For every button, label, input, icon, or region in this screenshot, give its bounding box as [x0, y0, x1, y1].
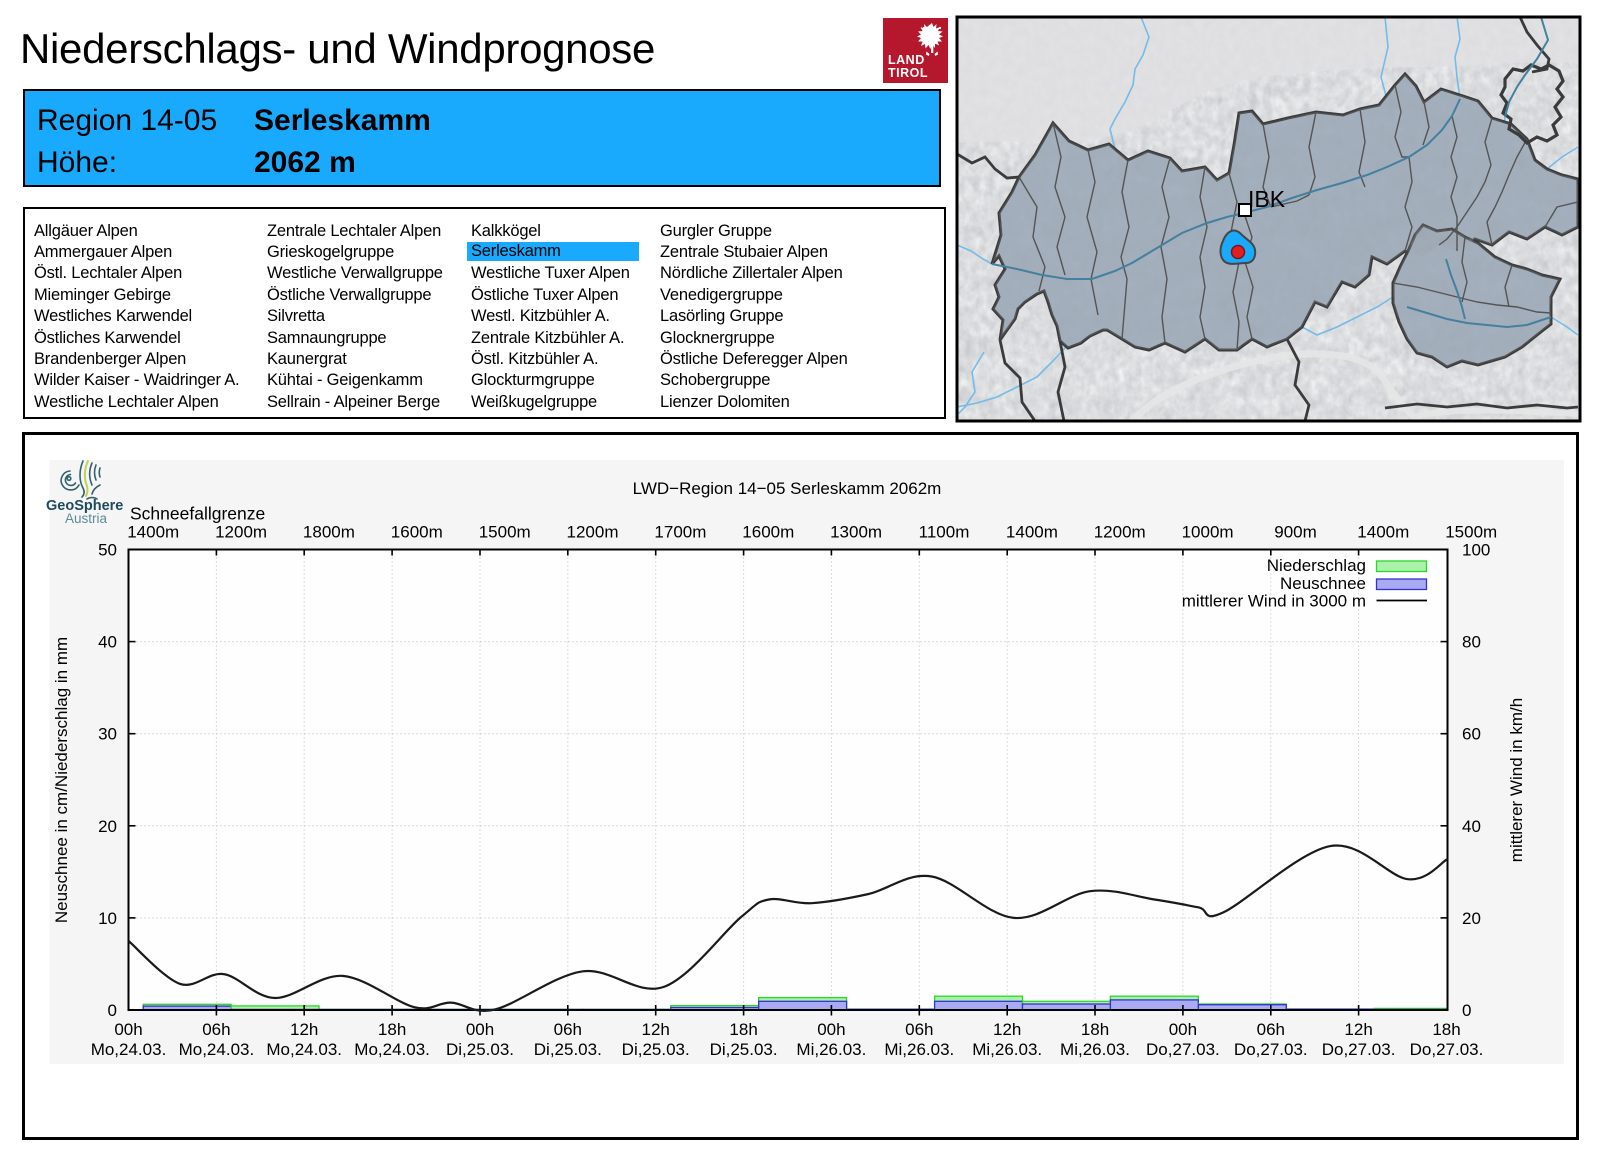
svg-text:06h: 06h — [1257, 1020, 1285, 1039]
svg-text:50: 50 — [98, 541, 117, 560]
svg-text:Do,27.03.: Do,27.03. — [1322, 1040, 1396, 1059]
svg-text:Mi,26.03.: Mi,26.03. — [1060, 1040, 1130, 1059]
svg-text:Neuschnee: Neuschnee — [1280, 574, 1366, 593]
svg-text:Austria: Austria — [65, 511, 108, 526]
svg-text:18h: 18h — [378, 1020, 406, 1039]
svg-text:00h: 00h — [114, 1020, 142, 1039]
svg-text:06h: 06h — [202, 1020, 230, 1039]
svg-text:1600m: 1600m — [391, 523, 443, 542]
svg-text:10: 10 — [98, 909, 117, 928]
svg-text:1600m: 1600m — [742, 523, 794, 542]
svg-text:mittlerer Wind in 3000 m: mittlerer Wind in 3000 m — [1182, 592, 1366, 611]
svg-text:Di,25.03.: Di,25.03. — [534, 1040, 602, 1059]
svg-text:mittlerer Wind in km/h: mittlerer Wind in km/h — [1507, 698, 1526, 862]
svg-text:Do,27.03.: Do,27.03. — [1410, 1040, 1484, 1059]
svg-text:LAND: LAND — [888, 53, 925, 67]
svg-text:1400m: 1400m — [127, 523, 179, 542]
svg-text:1200m: 1200m — [567, 523, 619, 542]
svg-text:18h: 18h — [1432, 1020, 1460, 1039]
svg-text:Mo,24.03.: Mo,24.03. — [179, 1040, 255, 1059]
svg-text:100: 100 — [1462, 541, 1490, 560]
svg-text:1200m: 1200m — [215, 523, 267, 542]
svg-text:1800m: 1800m — [303, 523, 355, 542]
svg-text:1500m: 1500m — [1445, 523, 1497, 542]
svg-text:Mo,24.03.: Mo,24.03. — [91, 1040, 167, 1059]
svg-text:00h: 00h — [817, 1020, 845, 1039]
svg-text:0: 0 — [108, 1001, 117, 1020]
svg-text:60: 60 — [1462, 725, 1481, 744]
svg-text:IBK: IBK — [1248, 186, 1286, 212]
svg-text:900m: 900m — [1274, 523, 1317, 542]
svg-text:1500m: 1500m — [479, 523, 531, 542]
svg-text:Di,25.03.: Di,25.03. — [622, 1040, 690, 1059]
svg-text:1200m: 1200m — [1094, 523, 1146, 542]
svg-text:00h: 00h — [466, 1020, 494, 1039]
svg-text:40: 40 — [1462, 817, 1481, 836]
svg-text:12h: 12h — [642, 1020, 670, 1039]
svg-text:06h: 06h — [554, 1020, 582, 1039]
svg-text:12h: 12h — [290, 1020, 318, 1039]
svg-text:40: 40 — [98, 633, 117, 652]
svg-text:18h: 18h — [729, 1020, 757, 1039]
svg-text:12h: 12h — [993, 1020, 1021, 1039]
svg-text:20: 20 — [1462, 909, 1481, 928]
svg-text:06h: 06h — [905, 1020, 933, 1039]
svg-text:1000m: 1000m — [1182, 523, 1234, 542]
svg-text:1100m: 1100m — [919, 523, 970, 542]
svg-text:80: 80 — [1462, 633, 1481, 652]
svg-text:1400m: 1400m — [1006, 523, 1058, 542]
svg-text:12h: 12h — [1344, 1020, 1372, 1039]
svg-text:TIROL: TIROL — [888, 66, 928, 80]
svg-text:Di,25.03.: Di,25.03. — [446, 1040, 514, 1059]
svg-text:Mo,24.03.: Mo,24.03. — [354, 1040, 430, 1059]
svg-text:Neuschnee in cm/Niederschlag i: Neuschnee in cm/Niederschlag in mm — [52, 637, 71, 923]
svg-text:Niederschlag: Niederschlag — [1267, 556, 1366, 575]
svg-text:0: 0 — [1462, 1001, 1471, 1020]
svg-text:GeoSphere: GeoSphere — [46, 498, 123, 514]
svg-text:LWD−Region 14−05 Serleskamm 20: LWD−Region 14−05 Serleskamm 2062m — [633, 479, 942, 498]
svg-text:20: 20 — [98, 817, 117, 836]
svg-text:Mi,26.03.: Mi,26.03. — [884, 1040, 954, 1059]
svg-text:30: 30 — [98, 725, 117, 744]
svg-text:Schneefallgrenze: Schneefallgrenze — [130, 504, 265, 524]
svg-text:18h: 18h — [1081, 1020, 1109, 1039]
svg-text:Di,25.03.: Di,25.03. — [710, 1040, 778, 1059]
svg-text:1400m: 1400m — [1357, 523, 1409, 542]
svg-text:Mi,26.03.: Mi,26.03. — [972, 1040, 1042, 1059]
svg-text:Mi,26.03.: Mi,26.03. — [796, 1040, 866, 1059]
svg-text:1700m: 1700m — [654, 523, 706, 542]
svg-text:1300m: 1300m — [830, 523, 882, 542]
svg-text:Do,27.03.: Do,27.03. — [1146, 1040, 1220, 1059]
svg-text:Do,27.03.: Do,27.03. — [1234, 1040, 1308, 1059]
svg-text:00h: 00h — [1169, 1020, 1197, 1039]
svg-text:Mo,24.03.: Mo,24.03. — [266, 1040, 342, 1059]
